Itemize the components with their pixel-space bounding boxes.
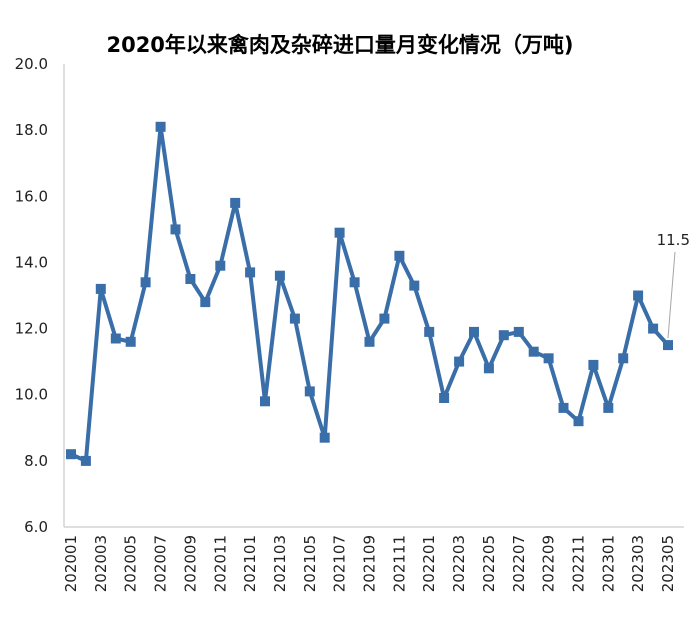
x-tick-label: 202009 <box>181 535 199 592</box>
data-point <box>528 346 539 357</box>
data-point <box>394 250 405 261</box>
data-point <box>125 336 136 347</box>
chart-title: 2020年以来禽肉及杂碎进口量月变化情况（万吨) <box>106 33 574 57</box>
y-tick-label: 20.0 <box>15 55 48 73</box>
y-tick-label: 18.0 <box>15 121 48 139</box>
y-tick-label: 6.0 <box>24 518 48 536</box>
x-tick-label: 202005 <box>122 535 140 592</box>
series-line <box>70 124 670 463</box>
data-point <box>558 402 569 413</box>
data-point <box>245 267 256 278</box>
x-tick-label: 202109 <box>361 535 379 592</box>
data-point <box>230 197 241 208</box>
data-point <box>364 336 375 347</box>
x-tick-label: 202103 <box>271 535 289 592</box>
axes <box>63 64 684 528</box>
data-point <box>334 227 345 238</box>
y-tick-label: 10.0 <box>15 386 48 404</box>
data-point <box>140 277 151 288</box>
x-tick-label: 202107 <box>331 535 349 592</box>
data-point <box>110 333 121 344</box>
data-point <box>155 121 166 132</box>
data-point <box>513 326 524 337</box>
data-point <box>588 359 599 370</box>
data-point <box>483 363 494 374</box>
y-axis-ticks: 6.0 8.0 10.0 12.0 14.0 16.0 18.0 20.0 <box>15 55 48 536</box>
y-tick-label: 12.0 <box>15 320 48 338</box>
x-tick-label: 202001 <box>62 535 80 592</box>
x-tick-label: 202301 <box>599 535 617 592</box>
x-tick-label: 202305 <box>659 535 677 592</box>
annotation-leader <box>667 251 676 339</box>
data-point <box>424 326 435 337</box>
x-tick-label: 202111 <box>390 535 408 592</box>
data-point <box>409 280 420 291</box>
annotation-layer: 11.5 <box>657 231 690 339</box>
y-tick-label: 8.0 <box>24 452 48 470</box>
y-tick-label: 14.0 <box>15 253 48 271</box>
data-point <box>170 224 181 235</box>
x-tick-label: 202203 <box>450 535 468 592</box>
data-point <box>349 277 360 288</box>
x-tick-label: 202105 <box>301 535 319 592</box>
data-point <box>454 356 465 367</box>
y-tick-label: 16.0 <box>15 187 48 205</box>
x-axis-ticks: 202001 202003 202005 202007 202009 202011 2021… <box>62 535 677 592</box>
data-point <box>66 449 76 460</box>
x-tick-label: 202007 <box>152 535 170 592</box>
data-point <box>274 270 285 281</box>
data-point <box>439 393 450 403</box>
data-point <box>80 455 91 466</box>
data-point <box>185 274 196 284</box>
data-label: 11.5 <box>657 231 690 249</box>
x-tick-label: 202201 <box>420 535 438 592</box>
data-point <box>319 432 330 443</box>
data-point <box>215 260 226 271</box>
x-tick-label: 202205 <box>480 535 498 592</box>
data-point <box>663 340 673 351</box>
data-point <box>260 396 270 407</box>
data-point <box>498 330 509 341</box>
data-point <box>603 402 614 413</box>
data-point <box>573 416 584 427</box>
series-layer <box>66 121 673 466</box>
data-point <box>633 290 644 301</box>
x-tick-label: 202003 <box>92 535 110 592</box>
x-tick-label: 202303 <box>629 535 647 592</box>
data-point <box>200 297 211 308</box>
data-point <box>95 283 106 294</box>
x-tick-label: 202011 <box>211 535 229 592</box>
data-point <box>379 313 390 324</box>
data-point <box>648 323 659 334</box>
data-point <box>469 326 479 337</box>
x-tick-label: 202207 <box>510 535 528 592</box>
data-point <box>289 313 300 324</box>
data-point <box>543 353 554 364</box>
x-tick-label: 202211 <box>569 535 587 592</box>
data-point <box>304 386 315 397</box>
x-tick-label: 202101 <box>241 535 259 592</box>
x-tick-label: 202209 <box>540 535 558 592</box>
data-point <box>618 353 629 364</box>
